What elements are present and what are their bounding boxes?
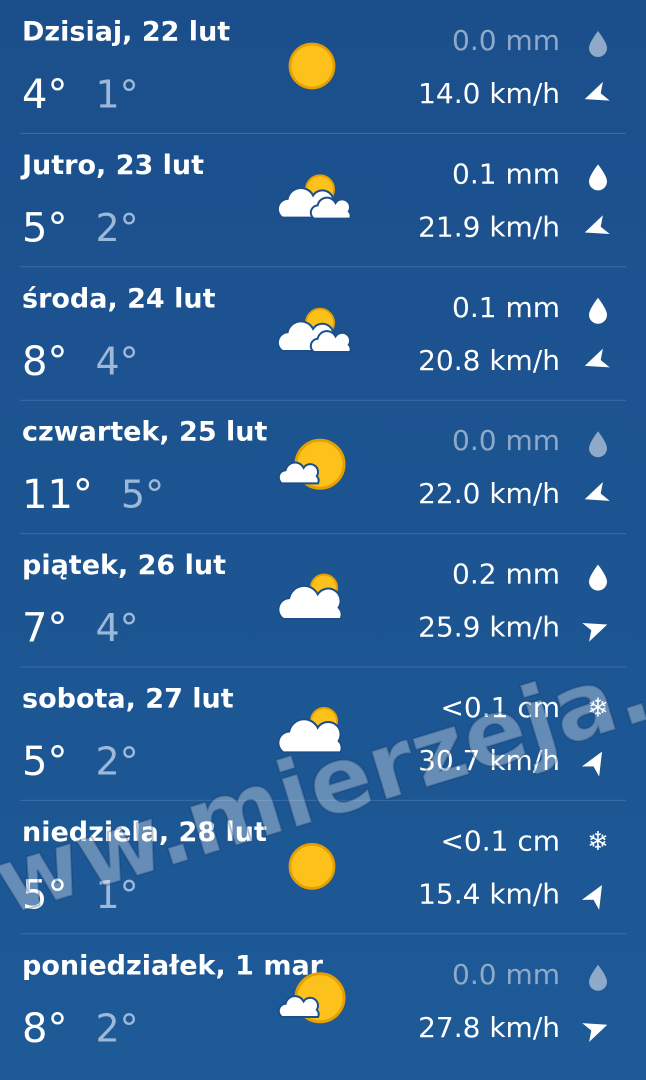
- day-high: 5°: [22, 739, 67, 785]
- cloud: [277, 461, 320, 485]
- drop-icon: [589, 431, 607, 458]
- day-high: 11°: [22, 472, 93, 518]
- cloud: [277, 995, 320, 1018]
- wind-arrow: [584, 81, 610, 101]
- snow-icon: ❄: [587, 827, 609, 857]
- cloud: [309, 330, 352, 353]
- drop-icon: [589, 31, 607, 57]
- day-date: czwartek, 25 lut: [22, 417, 267, 448]
- day-low: 4°: [95, 339, 138, 383]
- wind-arrow: [584, 348, 610, 368]
- wind-speed: 15.4 km/h: [418, 877, 560, 910]
- day-low: 2°: [95, 740, 138, 784]
- drop-icon: [589, 164, 607, 191]
- sun: [288, 843, 336, 890]
- wind-speed: 20.8 km/h: [418, 344, 560, 377]
- drop-icon: [589, 297, 607, 324]
- precipitation: 0.0 mm: [452, 958, 560, 991]
- drop-icon: [589, 564, 607, 591]
- wind-arrow: [582, 1023, 608, 1042]
- wind-speed: 14.0 km/h: [418, 77, 560, 110]
- day-row: Jutro, 23 lut 5° 2° 0.1 mm 21.9 km/h: [20, 150, 626, 268]
- day-low: 1°: [95, 873, 138, 917]
- forecast-list: Dzisiaj, 22 lut 4° 1° 0.0 mm 14.0 km/h Jutro,…: [20, 17, 626, 1052]
- precipitation: 0.2 mm: [452, 558, 560, 591]
- wind-arrow: [584, 482, 610, 501]
- wind-arrow: [582, 622, 608, 642]
- precipitation: 0.0 mm: [452, 24, 560, 57]
- wind-arrow: [581, 751, 602, 777]
- cloud: [277, 718, 343, 754]
- precipitation: <0.1 cm: [440, 691, 560, 724]
- day-row: sobota, 27 lut 5° 2° <0.1 cm ❄ 30.7 km/h: [20, 684, 626, 801]
- day-row: środa, 24 lut 8° 4° 0.1 mm 20.8 km/h: [20, 283, 626, 401]
- day-date: sobota, 27 lut: [22, 684, 234, 715]
- day-high: 5°: [22, 205, 67, 251]
- day-high: 8°: [22, 1006, 67, 1052]
- wind-speed: 25.9 km/h: [418, 611, 560, 644]
- day-row: czwartek, 25 lut 11° 5° 0.0 mm 22.0 km/h: [20, 417, 626, 535]
- day-date: piątek, 26 lut: [22, 550, 226, 581]
- day-high: 7°: [22, 606, 67, 652]
- day-date: Jutro, 23 lut: [20, 150, 204, 181]
- day-row: niedziela, 28 lut 5° 1° <0.1 cm ❄ 15.4 km/h: [20, 817, 626, 935]
- day-date: środa, 24 lut: [22, 283, 216, 314]
- snow-icon: ❄: [587, 694, 609, 724]
- wind-arrow: [584, 215, 610, 235]
- wind-speed: 30.7 km/h: [418, 744, 560, 777]
- wind-speed: 27.8 km/h: [418, 1011, 560, 1044]
- wind-speed: 22.0 km/h: [418, 477, 560, 510]
- day-low: 4°: [95, 606, 138, 650]
- cloud: [309, 196, 352, 220]
- day-high: 5°: [22, 872, 67, 918]
- day-low: 2°: [95, 206, 138, 250]
- day-row: poniedziałek, 1 mar 8° 2° 0.0 mm 27.8 km/h: [22, 950, 608, 1052]
- precipitation: 0.0 mm: [452, 424, 560, 457]
- day-date: niedziela, 28 lut: [22, 817, 267, 848]
- day-row: Dzisiaj, 22 lut 4° 1° 0.0 mm 14.0 km/h: [20, 17, 626, 134]
- day-date: Dzisiaj, 22 lut: [22, 17, 230, 48]
- day-date: poniedziałek, 1 mar: [22, 950, 324, 981]
- drop-icon: [589, 964, 607, 991]
- cloud: [277, 584, 343, 620]
- precipitation: 0.1 mm: [452, 157, 560, 190]
- day-high: 8°: [22, 339, 67, 385]
- sun: [288, 42, 336, 90]
- day-low: 2°: [95, 1006, 138, 1050]
- wind-arrow: [581, 885, 602, 910]
- day-low: 5°: [121, 473, 164, 517]
- precipitation: 0.1 mm: [452, 291, 560, 324]
- day-high: 4°: [22, 72, 67, 118]
- precipitation: <0.1 cm: [440, 824, 560, 857]
- day-low: 1°: [95, 73, 138, 117]
- wind-speed: 21.9 km/h: [418, 210, 560, 243]
- day-row: piątek, 26 lut 7° 4° 0.2 mm 25.9 km/h: [20, 550, 626, 668]
